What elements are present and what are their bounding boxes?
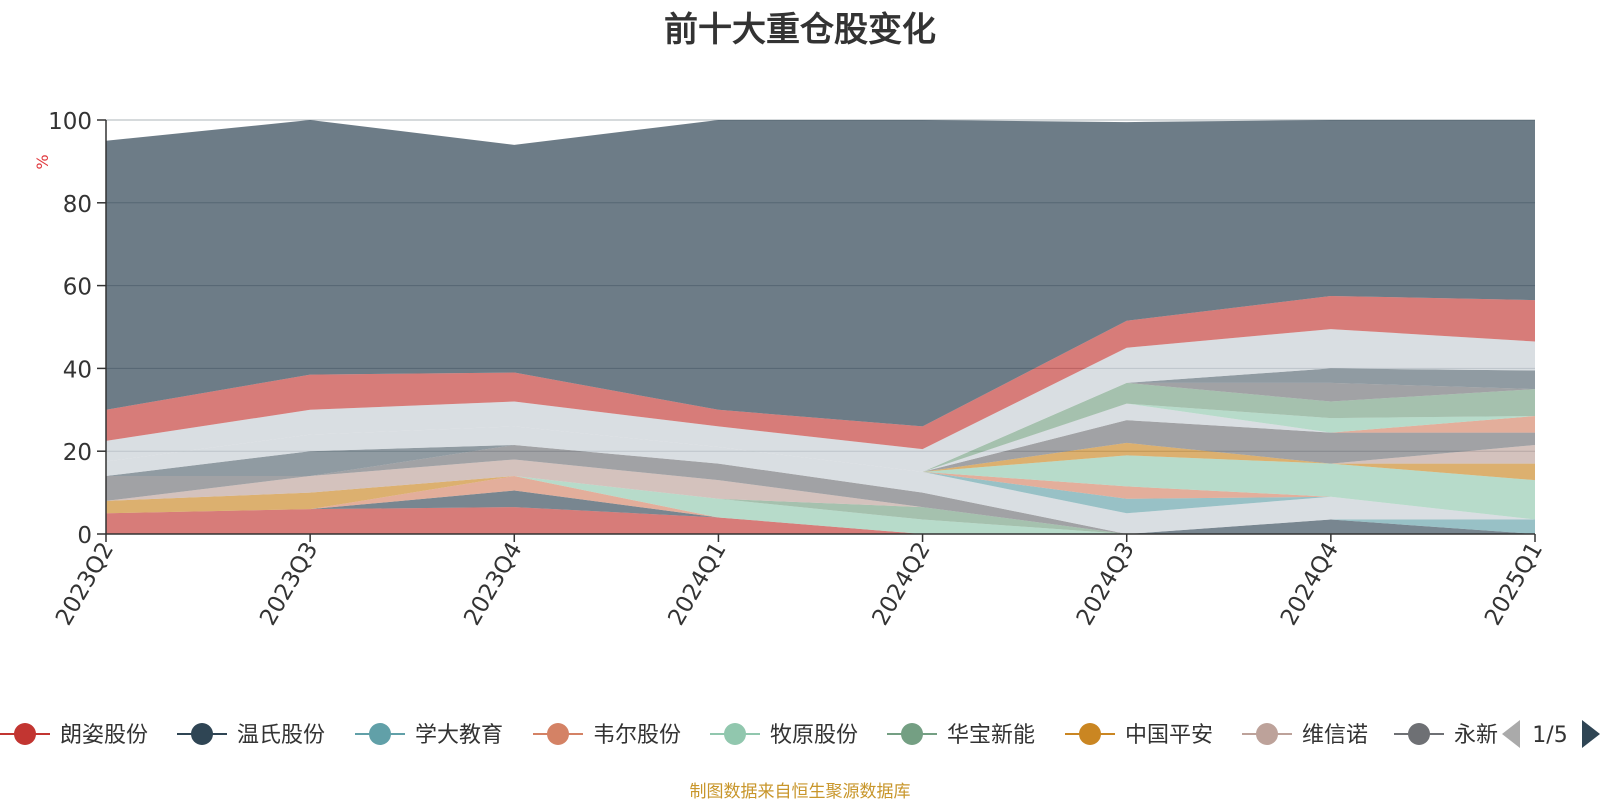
legend-prev-page-icon[interactable]: [1502, 720, 1520, 748]
legend-marker-8: [1408, 723, 1430, 745]
x-tick-label-2: 2023Q4: [459, 538, 527, 630]
legend-label-4: 牧原股份: [770, 723, 858, 748]
legend-item-7[interactable]: 维信诺: [1242, 723, 1368, 748]
area-series-0: [106, 507, 1535, 534]
legend-next-page-icon[interactable]: [1582, 720, 1600, 748]
area-series-layer: [106, 120, 1535, 534]
legend-marker-5: [901, 723, 923, 745]
legend-marker-4: [724, 723, 746, 745]
legend-item-0[interactable]: 朗姿股份: [0, 723, 148, 748]
y-axis-label: %: [33, 154, 52, 169]
area-series-16: [106, 420, 1535, 472]
legend-label-3: 韦尔股份: [593, 723, 681, 748]
y-tick-label-1: 20: [63, 440, 92, 466]
legend-label-7: 维信诺: [1302, 723, 1368, 748]
area-series-24: [106, 295, 1535, 450]
legend-label-5: 华宝新能: [947, 723, 1035, 748]
x-tick-label-6: 2024Q4: [1276, 538, 1344, 630]
legend-label-8: 永新: [1454, 723, 1498, 748]
area-series-4: [106, 476, 1535, 534]
y-tick-label-0: 0: [77, 523, 92, 549]
x-tick-label-7: 2025Q1: [1480, 538, 1548, 630]
x-tick-label-1: 2023Q3: [255, 538, 323, 630]
legend-marker-0: [14, 723, 36, 745]
x-tick-label-4: 2024Q2: [868, 538, 936, 630]
y-tick-label-5: 100: [48, 109, 92, 135]
source-note: 制图数据来自恒生聚源数据库: [689, 782, 911, 802]
area-series-23: [106, 329, 1535, 472]
area-series-1: [106, 490, 1535, 534]
legend: 朗姿股份 温氏股份 学大教育 韦尔股份 牧原股份 华宝新能 中国平安 维信诺 永新 1/5: [0, 720, 1600, 748]
legend-label-2: 学大教育: [415, 723, 503, 748]
legend-marker-1: [191, 723, 213, 745]
legend-marker-2: [369, 723, 391, 745]
legend-item-3[interactable]: 韦尔股份: [533, 723, 681, 748]
area-series-17: [106, 403, 1535, 472]
legend-page-indicator: 1/5: [1532, 723, 1567, 748]
area-series-3: [106, 476, 1535, 534]
legend-item-4[interactable]: 牧原股份: [710, 723, 858, 748]
legend-label-6: 中国平安: [1125, 723, 1213, 748]
legend-item-2[interactable]: 学大教育: [355, 723, 503, 748]
legend-marker-7: [1256, 723, 1278, 745]
area-series-5: [106, 476, 1535, 534]
x-tick-label-0: 2023Q2: [51, 538, 119, 630]
chart-title: 前十大重仓股变化: [664, 10, 936, 50]
legend-item-8[interactable]: 永新: [1394, 723, 1498, 748]
area-series-12: [106, 426, 1535, 520]
area-series-25: [106, 120, 1535, 427]
area-series-22: [106, 368, 1535, 472]
legend-item-1[interactable]: 温氏股份: [177, 723, 325, 748]
legend-label-1: 温氏股份: [237, 723, 325, 748]
legend-label-0: 朗姿股份: [60, 723, 148, 748]
x-tick-label-3: 2024Q1: [663, 538, 731, 630]
legend-marker-3: [547, 723, 569, 745]
y-tick-label-3: 60: [63, 275, 92, 301]
x-tick-label-5: 2024Q3: [1072, 538, 1140, 630]
legend-marker-6: [1079, 723, 1101, 745]
y-tick-label-4: 80: [63, 192, 92, 218]
area-series-7: [106, 459, 1535, 534]
area-series-13: [106, 426, 1535, 520]
y-tick-label-2: 40: [63, 357, 92, 383]
area-series-20: [106, 382, 1535, 472]
legend-item-5[interactable]: 华宝新能: [887, 723, 1035, 748]
legend-item-6[interactable]: 中国平安: [1065, 723, 1213, 748]
area-series-21: [106, 382, 1535, 472]
area-series-8: [106, 444, 1535, 534]
